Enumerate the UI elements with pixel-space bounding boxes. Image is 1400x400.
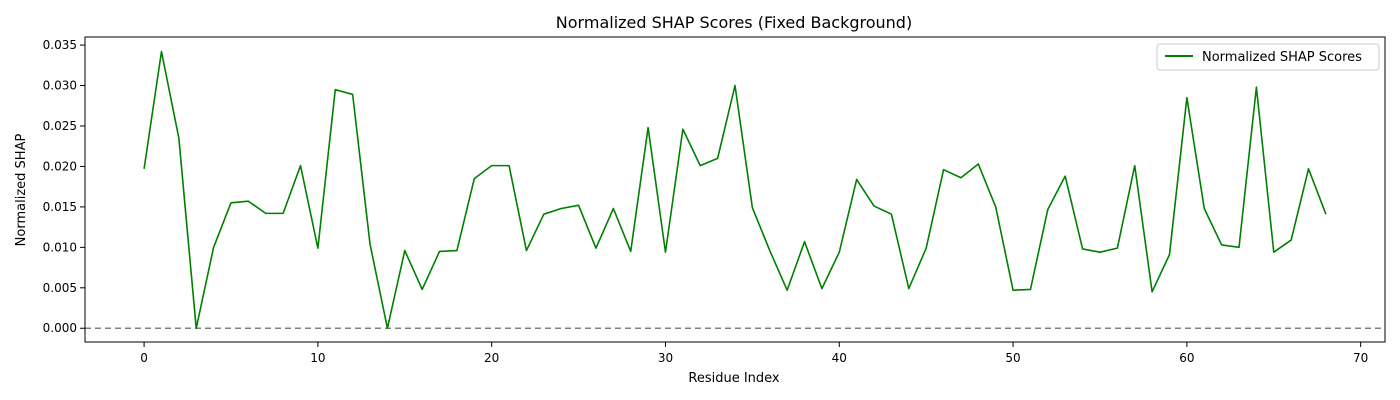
x-tick-label: 70	[1353, 351, 1368, 365]
y-tick-label: 0.035	[43, 38, 77, 52]
y-tick-label: 0.025	[43, 119, 77, 133]
y-tick-label: 0.015	[43, 200, 77, 214]
legend-label: Normalized SHAP Scores	[1202, 50, 1362, 65]
x-tick-label: 10	[310, 351, 325, 365]
x-axis-label: Residue Index	[688, 371, 780, 386]
x-tick-label: 40	[832, 351, 847, 365]
x-tick-label: 50	[1005, 351, 1020, 365]
chart-title: Normalized SHAP Scores (Fixed Background…	[556, 13, 912, 32]
x-tick-label: 60	[1179, 351, 1194, 365]
x-tick-label: 20	[484, 351, 499, 365]
y-tick-label: 0.020	[43, 159, 77, 173]
x-tick-label: 30	[658, 351, 673, 365]
series-line	[143, 50, 1327, 330]
axes-frame	[84, 36, 1386, 343]
x-tick-label: 0	[140, 351, 148, 365]
y-tick-label: 0.000	[43, 321, 77, 335]
y-tick-label: 0.005	[43, 281, 77, 295]
y-axis-label: Normalized SHAP	[14, 134, 29, 247]
y-tick-label: 0.030	[43, 79, 77, 93]
legend: Normalized SHAP Scores	[1156, 43, 1380, 71]
y-tick-label: 0.010	[43, 240, 77, 254]
legend-box	[1156, 43, 1380, 71]
plot-area: 0 10 20 30 40 50 60 70 0.000 0.005 0.010 0.015 0.020…	[43, 38, 1385, 365]
